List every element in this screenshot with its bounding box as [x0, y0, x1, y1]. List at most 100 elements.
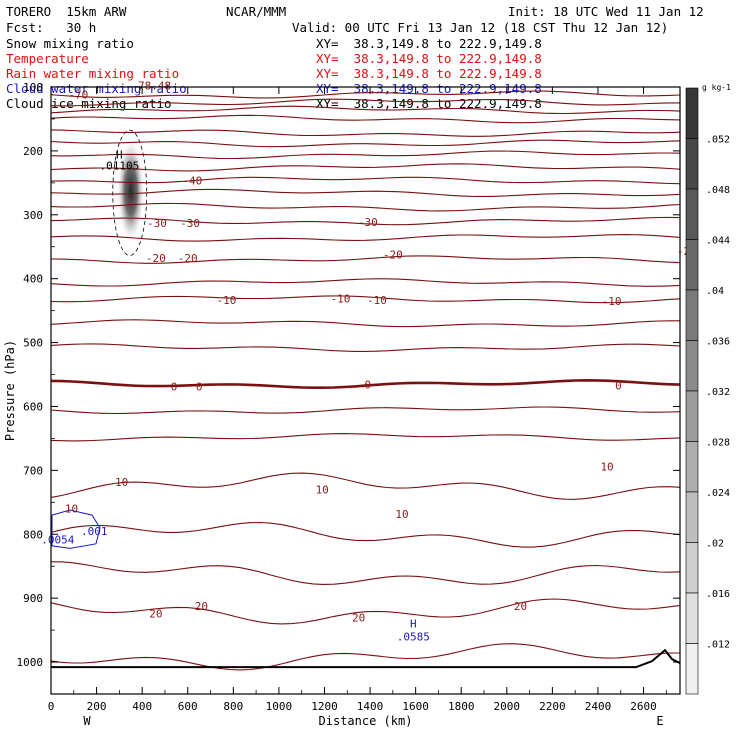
- contour-label: H: [410, 618, 417, 631]
- isotherm-line: [50, 139, 681, 148]
- contour-label: 20: [149, 607, 162, 620]
- contour-label: -10: [367, 294, 387, 307]
- y-tick-label: 900: [23, 592, 43, 605]
- colorbar-band: [685, 138, 699, 190]
- contour-label: .001: [81, 525, 108, 538]
- colorbar-unit: g kg-1: [702, 83, 731, 92]
- contour-label: -10: [602, 295, 622, 308]
- field-cloud-ice: Cloud ice mixing ratio: [6, 96, 172, 111]
- colorbar-band: [685, 87, 699, 139]
- xy-cloud-water: XY= 38.3,149.8 to 222.9,149.8: [316, 81, 542, 96]
- x-tick-label: 2600: [630, 700, 657, 713]
- forecast-hour: Fcst: 30 h: [6, 20, 97, 35]
- contour-label: H: [116, 149, 123, 162]
- isotherm-line: [51, 561, 681, 585]
- isotherm-line: [50, 188, 681, 197]
- x-tick-label: 2400: [585, 700, 612, 713]
- isotherm-line: [50, 295, 681, 304]
- valid-time: Valid: 00 UTC Fri 13 Jan 12 (18 CST Thu …: [292, 20, 669, 35]
- snow-max-shading: [116, 138, 145, 244]
- contour-label: 0: [196, 381, 203, 394]
- contour-label: -20: [383, 248, 403, 261]
- isotherm-line: [50, 433, 681, 442]
- y-tick-label: 400: [23, 273, 43, 286]
- contour-label: -70: [68, 89, 88, 102]
- x-tick-label: 1600: [402, 700, 429, 713]
- west-label: W: [83, 714, 91, 728]
- contour-label: -78.48: [131, 80, 171, 93]
- x-tick-label: 1400: [357, 700, 384, 713]
- isotherm-line: [50, 643, 680, 671]
- contour-label: .0054: [41, 533, 74, 546]
- colorbar-band: [685, 239, 699, 291]
- x-tick-label: 0: [48, 700, 55, 713]
- isotherm-line: [50, 319, 680, 328]
- contour-label: -30: [180, 217, 200, 230]
- field-snow: Snow mixing ratio: [6, 36, 134, 51]
- cloud-water-contour: [51, 509, 101, 549]
- x-tick-label: 200: [87, 700, 107, 713]
- contour-label: -10: [330, 292, 350, 305]
- colorbar-band: [685, 542, 699, 594]
- contour-label: 10: [600, 461, 613, 474]
- colorbar-label: .024: [706, 488, 730, 499]
- contour-label: 10: [316, 484, 329, 497]
- isotherm-line: [50, 406, 681, 415]
- colorbar-label: .02: [706, 539, 724, 550]
- center-title: NCAR/MMM: [226, 4, 287, 19]
- isotherm-line: [50, 598, 681, 625]
- contour-label: 20: [352, 611, 365, 624]
- isotherm-line: [50, 163, 681, 172]
- plot-frame: [50, 86, 681, 695]
- isotherm-line: [50, 521, 681, 548]
- xy-snow: XY= 38.3,149.8 to 222.9,149.8: [316, 36, 542, 51]
- contour-label: 10: [395, 508, 408, 521]
- x-tick-label: 800: [223, 700, 243, 713]
- contour-label: 10: [115, 476, 128, 489]
- xy-temperature: XY= 38.3,149.8 to 222.9,149.8: [316, 51, 542, 66]
- isotherm-line: [50, 343, 681, 352]
- contour-label: 0: [171, 381, 178, 394]
- model-title: TORERO 15km ARW: [6, 4, 127, 19]
- contour-label: -20: [146, 252, 166, 265]
- colorbar-label: .036: [706, 337, 730, 348]
- contour-label: -40: [182, 174, 202, 187]
- x-tick-label: 400: [132, 700, 152, 713]
- terrain-line: [51, 648, 681, 669]
- east-label: E: [656, 714, 663, 728]
- colorbar-label: .012: [706, 640, 730, 651]
- colorbar-band: [685, 289, 699, 341]
- colorbar-band: [685, 390, 699, 442]
- colorbar-label: .048: [706, 185, 730, 196]
- y-tick-label: 800: [23, 528, 43, 541]
- colorbar-band: [685, 491, 699, 543]
- y-tick-label: 200: [23, 145, 43, 158]
- isotherm-line: [50, 216, 681, 226]
- xy-rain: XY= 38.3,149.8 to 222.9,149.8: [316, 66, 542, 81]
- field-cloud-water: Cloud water mixing ratio: [6, 81, 187, 96]
- isotherm-line: [50, 90, 681, 99]
- colorbar-band: [685, 340, 699, 392]
- colorbar-label: .052: [706, 135, 730, 146]
- contour-label: 20: [195, 600, 208, 613]
- colorbar-label: .032: [706, 387, 730, 398]
- isotherm-line: [50, 202, 681, 212]
- colorbar-label: .04: [706, 286, 724, 297]
- isotherm-line: [50, 378, 681, 389]
- contour-label: 0: [615, 379, 622, 392]
- y-tick-label: 300: [23, 209, 43, 222]
- x-tick-label: 2200: [539, 700, 566, 713]
- colorbar-band: [685, 441, 699, 493]
- colorbar-band: [685, 643, 699, 695]
- colorbar-label: .016: [706, 589, 730, 600]
- y-tick-label: 700: [23, 464, 43, 477]
- contour-label: -10: [217, 294, 237, 307]
- x-tick-label: 1000: [266, 700, 293, 713]
- contour-label: -20: [178, 252, 198, 265]
- x-tick-label: 1800: [448, 700, 475, 713]
- x-tick-label: 600: [178, 700, 198, 713]
- y-axis-title: Pressure (hPa): [3, 340, 17, 441]
- isotherm-line: [50, 129, 681, 137]
- isotherm-line: [50, 114, 681, 124]
